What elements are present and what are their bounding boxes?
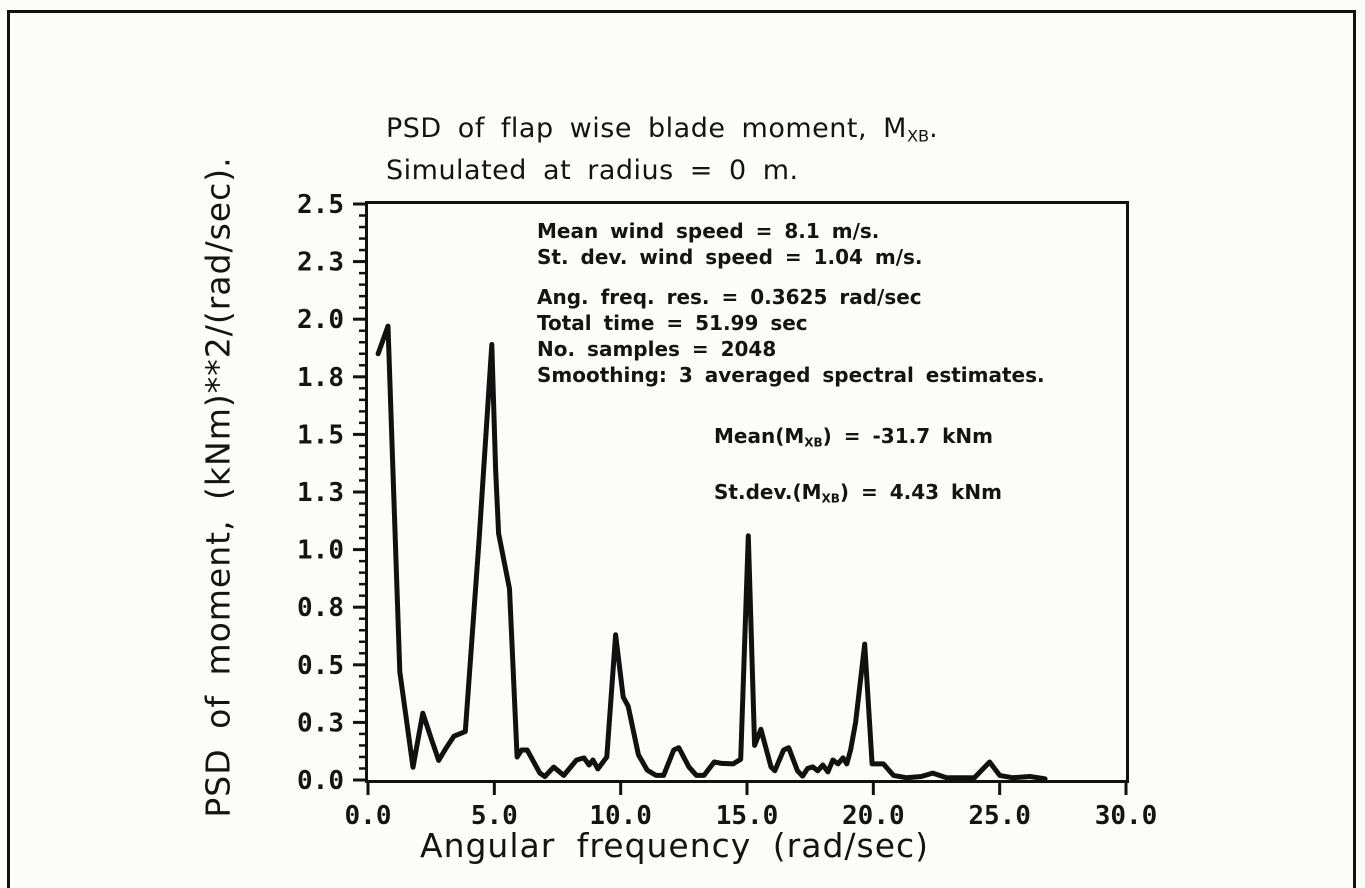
- info-stdev-wind-speed: St. dev. wind speed = 1.04 m/s.: [537, 245, 923, 269]
- info-smoothing: Smoothing: 3 averaged spectral estimates…: [537, 363, 1045, 387]
- x-tick-label: 15.0: [716, 801, 779, 831]
- psd-curve: [375, 323, 1048, 782]
- x-tick-label: 10.0: [589, 801, 652, 831]
- x-tick-label: 0.0: [345, 801, 392, 831]
- y-tick-label: 0.5: [297, 651, 344, 681]
- y-axis-title: PSD of moment, (kNm)**2/(rad/sec).: [198, 156, 238, 818]
- info-ang-freq-res: Ang. freq. res. = 0.3625 rad/sec: [537, 285, 922, 309]
- stat-stdev-moment: St.dev.(MXB) = 4.43 kNm: [714, 480, 1002, 506]
- y-tick-label: 1.5: [297, 420, 344, 450]
- y-tick-label: 1.8: [297, 363, 344, 393]
- y-tick-label: 2.0: [297, 305, 344, 335]
- chart-title-line1: PSD of flap wise blade moment, MXB.: [386, 113, 939, 146]
- stdev-subscript: XB: [821, 491, 840, 506]
- y-tick-label: 0.3: [297, 708, 344, 738]
- x-tick-label: 5.0: [471, 801, 518, 831]
- x-axis-title: Angular frequency (rad/sec): [420, 826, 930, 865]
- info-mean-wind-speed: Mean wind speed = 8.1 m/s.: [537, 219, 880, 243]
- moment-stats-annotation: Mean(MXB) = -31.7 kNm St.dev.(MXB) = 4.4…: [714, 424, 1002, 537]
- x-tick-label: 30.0: [1095, 801, 1158, 831]
- mean-subscript: XB: [804, 435, 823, 450]
- info-num-samples: No. samples = 2048: [537, 337, 777, 361]
- simulation-info-annotation: Mean wind speed = 8.1 m/s. St. dev. wind…: [537, 218, 1045, 388]
- y-tick-label: 2.3: [297, 248, 344, 278]
- x-tick-label: 25.0: [968, 801, 1031, 831]
- chart-title: PSD of flap wise blade moment, MXB. Simu…: [386, 112, 938, 188]
- x-tick-label: 20.0: [842, 801, 905, 831]
- stat-mean-moment: Mean(MXB) = -31.7 kNm: [714, 424, 993, 450]
- plot-frame: 0.0 0.3 0.5 0.8 1.0 1.3 1.5 1.8 2.0 2.3 2.5 0.0 5.0 1…: [297, 190, 1157, 831]
- page-border: [7, 10, 1356, 888]
- y-tick-label: 1.0: [297, 536, 344, 566]
- chart-title-line2: Simulated at radius = 0 m.: [386, 154, 799, 186]
- y-tick-label: 0.0: [297, 766, 344, 796]
- y-tick-label: 1.3: [297, 478, 344, 508]
- y-tick-label: 0.8: [297, 593, 344, 623]
- info-total-time: Total time = 51.99 sec: [537, 311, 808, 335]
- psd-line-chart: 0.0 0.3 0.5 0.8 1.0 1.3 1.5 1.8 2.0 2.3 2.5 0.0 5.0 1…: [297, 190, 1157, 831]
- y-tick-label: 2.5: [297, 190, 344, 220]
- title-subscript: XB: [906, 126, 930, 146]
